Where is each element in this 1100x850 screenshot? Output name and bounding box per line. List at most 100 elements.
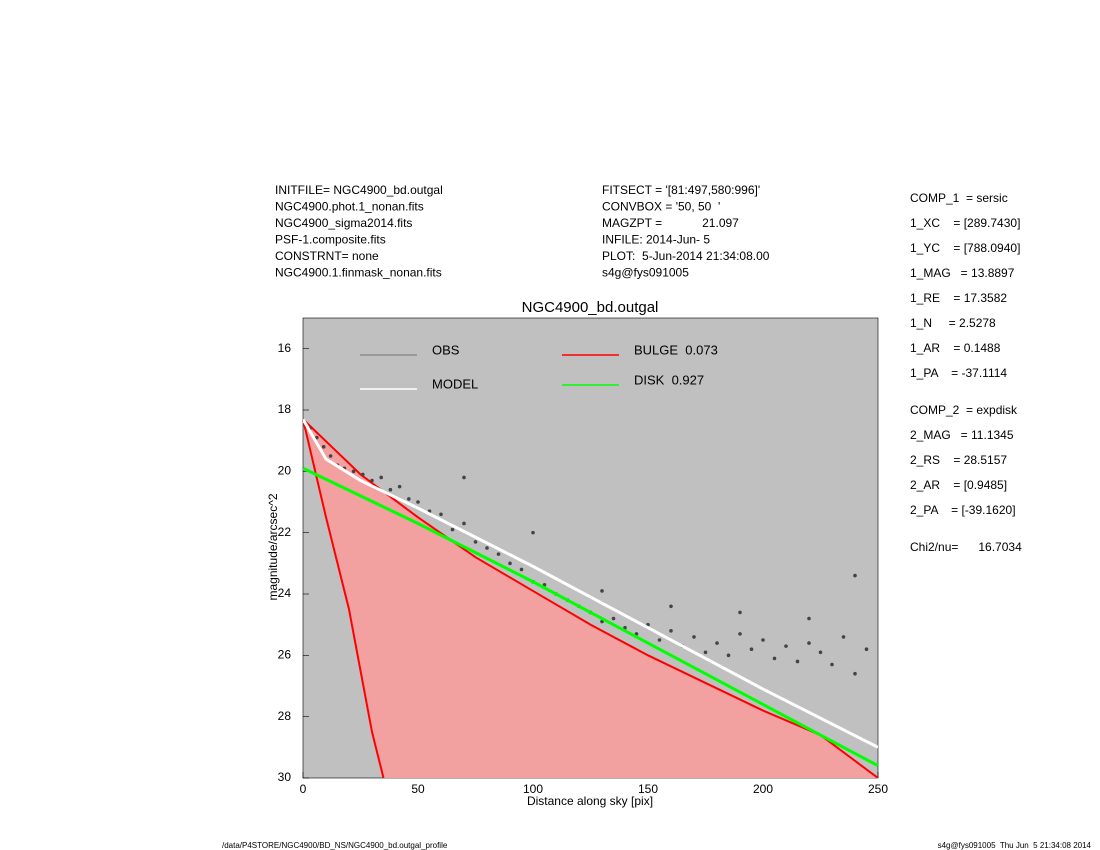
obs-point: [450, 527, 455, 532]
obs-point: [416, 500, 420, 504]
obs-point: [370, 478, 374, 483]
header-text: NGC4900_sigma2014.fits: [275, 216, 412, 230]
obs-point: [772, 656, 777, 661]
obs-point: [784, 644, 788, 648]
obs-point: [328, 454, 333, 458]
obs-point: [692, 635, 696, 639]
header-text: PSF-1.composite.fits: [275, 233, 386, 247]
parameter: 1_YC = [788.0940]: [910, 241, 1020, 255]
x-tick-label: 50: [411, 782, 425, 796]
obs-point: [462, 521, 466, 526]
obs-point: [361, 472, 365, 477]
parameter: 2_PA = [-39.1620]: [910, 503, 1016, 517]
y-tick-label: 30: [278, 770, 292, 784]
legend-label: MODEL: [432, 376, 478, 391]
obs-point: [397, 484, 402, 489]
obs-point: [351, 469, 356, 474]
parameter: COMP_2 = expdisk: [910, 403, 1018, 417]
parameter: 1_MAG = 13.8897: [910, 266, 1015, 280]
obs-point: [715, 641, 719, 645]
profile-line: [303, 466, 878, 768]
parameter: 2_RS = 28.5157: [910, 453, 1007, 467]
parameter: COMP_1 = sersic: [910, 191, 1008, 205]
bulge-edge: [303, 418, 878, 778]
header-text: CONSTRNT= none: [275, 249, 379, 263]
obs-point: [388, 487, 393, 492]
obs-point: [807, 616, 811, 621]
parameter: Chi2/nu= 16.7034: [910, 540, 1022, 554]
obs-point: [853, 671, 857, 676]
obs-point: [600, 589, 604, 593]
footer-path: /data/P4STORE/NGC4900/BD_NS/NGC4900_bd.o…: [222, 841, 448, 850]
obs-point: [853, 573, 857, 578]
obs-point: [738, 610, 742, 615]
obs-point: [462, 475, 466, 480]
obs-point: [439, 512, 443, 517]
obs-point: [379, 475, 384, 480]
obs-point: [830, 662, 834, 667]
header-text: NGC4900.1.finmask_nonan.fits: [275, 266, 442, 280]
y-tick-label: 22: [278, 525, 292, 539]
obs-point: [508, 561, 512, 566]
y-tick-label: 28: [278, 709, 292, 723]
parameter: 1_N = 2.5278: [910, 316, 996, 330]
legend-label: DISK 0.927: [634, 372, 704, 387]
obs-point: [669, 629, 673, 633]
footer-stamp: s4g@fys091005 Thu Jun 5 21:34:08 2014: [938, 841, 1092, 850]
y-tick-label: 16: [278, 341, 292, 355]
obs-point: [795, 659, 800, 664]
header-text: s4g@fys091005: [602, 266, 689, 280]
parameter: 1_XC = [289.7430]: [910, 216, 1020, 230]
obs-point: [407, 497, 411, 501]
obs-point: [531, 530, 535, 535]
obs-point: [496, 552, 501, 556]
x-tick-label: 0: [300, 782, 307, 796]
y-tick-label: 20: [278, 464, 292, 478]
bulge-edge: [303, 418, 385, 778]
legend-label: OBS: [432, 342, 460, 357]
bulge-fill: [303, 419, 878, 778]
obs-point: [818, 650, 823, 655]
x-axis-label: Distance along sky [pix]: [527, 794, 653, 808]
y-tick-label: 24: [278, 586, 292, 600]
chart-title: NGC4900_bd.outgal: [522, 299, 659, 316]
x-tick-label: 200: [753, 782, 773, 796]
parameter: 1_RE = 17.3582: [910, 291, 1007, 305]
header-text: PLOT: 5-Jun-2014 21:34:08.00: [602, 249, 770, 263]
y-tick-label: 26: [278, 648, 292, 662]
parameter: 2_AR = [0.9485]: [910, 478, 1007, 492]
x-tick-label: 250: [868, 782, 888, 796]
obs-point: [864, 647, 869, 651]
y-tick-label: 18: [278, 402, 292, 416]
obs-point: [761, 638, 765, 642]
obs-point: [473, 540, 478, 544]
header-text: INFILE: 2014-Jun- 5: [602, 233, 710, 247]
profile-line: [303, 418, 878, 749]
parameter: 1_PA = -37.1114: [910, 366, 1007, 380]
header-text: NGC4900.phot.1_nonan.fits: [275, 200, 424, 214]
obs-point: [703, 650, 708, 655]
obs-point: [841, 635, 846, 639]
obs-point: [738, 632, 742, 636]
header-text: CONVBOX = '50, 50 ': [602, 200, 720, 214]
parameter: 1_AR = 0.1488: [910, 341, 1001, 355]
obs-point: [321, 445, 326, 449]
header-text: FITSECT = '[81:497,580:996]': [602, 183, 760, 197]
obs-point: [485, 546, 489, 550]
x-tick-label: 100: [523, 782, 543, 796]
obs-point: [657, 638, 662, 642]
obs-point: [669, 604, 673, 609]
legend-label: BULGE 0.073: [634, 342, 718, 357]
obs-point: [519, 567, 524, 572]
header-text: INITFILE= NGC4900_bd.outgal: [275, 183, 443, 197]
obs-point: [726, 653, 731, 658]
header-text: MAGZPT = 21.097: [602, 216, 739, 230]
parameter: 2_MAG = 11.1345: [910, 428, 1014, 442]
obs-point: [807, 641, 811, 645]
obs-point: [611, 616, 616, 621]
y-axis-label: magnitude/arcsec^2: [266, 493, 280, 600]
obs-point: [749, 647, 754, 651]
obs-point: [315, 435, 319, 440]
x-tick-label: 150: [638, 782, 658, 796]
